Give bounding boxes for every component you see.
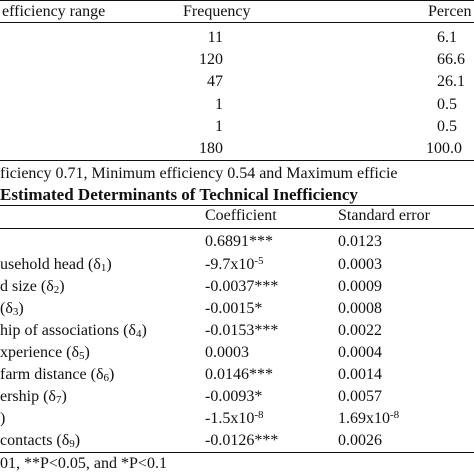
bottom-table-rule-bottom [0, 452, 474, 453]
standard-error-cell: 0.0057 [338, 388, 382, 405]
standard-error-cell: 0.0026 [338, 432, 382, 449]
coefficient-cell: -0.0015* [205, 300, 263, 317]
coefficient-cell: -0.0126*** [205, 432, 279, 449]
coefficient-cell: -0.0037*** [205, 278, 279, 295]
top-table-rule-top [0, 0, 474, 1]
coefficient-cell: 0.0146*** [205, 366, 273, 383]
coefficient-cell: 0.6891*** [205, 233, 273, 250]
frequency-total-cell: 180 [199, 140, 223, 157]
bottom-table-rule-top [0, 205, 474, 206]
frequency-cell: 1 [215, 118, 223, 135]
variable-cell: ) [0, 410, 6, 427]
variable-cell: hip of associations (δ4) [0, 322, 147, 340]
percent-cell: 26.1 [437, 73, 465, 90]
percent-cell: 6.1 [437, 29, 457, 46]
percent-cell: 0.5 [437, 118, 457, 135]
variable-cell: xperience (δ5) [0, 344, 90, 362]
variable-cell: farm distance (δ6) [0, 366, 115, 384]
percent-cell: 0.5 [437, 96, 457, 113]
percent-cell: 66.6 [437, 51, 465, 68]
summary-line: ficiency 0.71, Minimum efficiency 0.54 a… [0, 165, 398, 182]
header-coefficient: Coefficient [205, 207, 277, 224]
percent-total-cell: 100.0 [426, 140, 462, 157]
frequency-cell: 47 [207, 73, 223, 90]
coefficient-cell: -0.0153*** [205, 322, 279, 339]
header-standard-error: Standard error [338, 207, 430, 224]
top-table-header-rule [0, 22, 474, 23]
header-efficiency-range: efficiency range [2, 3, 106, 20]
variable-cell: d size (δ2) [0, 278, 65, 296]
header-percent: Percen [428, 3, 472, 20]
standard-error-cell: 1.69x10-8 [338, 409, 400, 427]
coefficient-cell: -0.0093* [205, 388, 263, 405]
coefficient-cell: -1.5x10-8 [205, 409, 264, 427]
variable-cell: (δ3) [0, 300, 24, 318]
standard-error-cell: 0.0022 [338, 322, 382, 339]
header-frequency: Frequency [183, 3, 251, 20]
variable-cell: ership (δ7) [0, 388, 67, 406]
standard-error-cell: 0.0003 [338, 256, 382, 273]
top-table-rule-bottom [0, 160, 474, 161]
standard-error-cell: 0.0014 [338, 366, 382, 383]
frequency-cell: 120 [199, 51, 223, 68]
standard-error-cell: 0.0123 [338, 233, 382, 250]
variable-cell: usehold head (δ1) [0, 256, 112, 274]
standard-error-cell: 0.0008 [338, 300, 382, 317]
frequency-cell: 1 [215, 96, 223, 113]
standard-error-cell: 0.0009 [338, 278, 382, 295]
bottom-table-header-rule [0, 228, 474, 229]
variable-cell: contacts (δ9) [0, 432, 81, 450]
footnote: 01, **P<0.05, and *P<0.1 [0, 455, 167, 472]
coefficient-cell: -9.7x10-5 [205, 255, 264, 273]
coefficient-cell: 0.0003 [205, 344, 249, 361]
table-title: Estimated Determinants of Technical Inef… [0, 185, 358, 204]
standard-error-cell: 0.0004 [338, 344, 382, 361]
frequency-cell: 11 [207, 29, 223, 46]
